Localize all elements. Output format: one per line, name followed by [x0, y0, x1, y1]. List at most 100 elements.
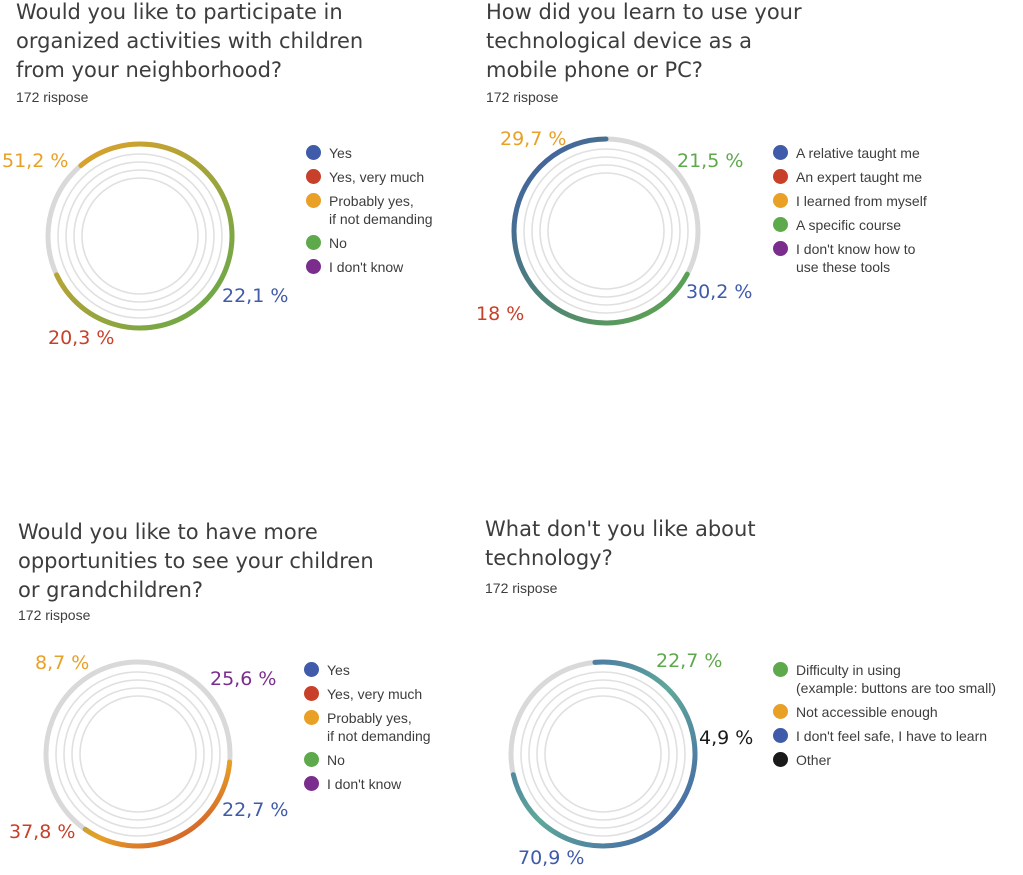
ring-arc	[510, 659, 698, 849]
legend-item: Probably yes, if not demanding	[304, 709, 431, 745]
legend-label: Yes	[329, 145, 352, 161]
legend-dot	[773, 217, 788, 232]
ring-track	[547, 172, 665, 290]
legend-label: Other	[796, 752, 832, 768]
ring-track	[523, 148, 689, 314]
value-label: 21,5 %	[677, 150, 744, 172]
donut-ring	[45, 141, 235, 331]
legend-label: I learned from myself	[796, 193, 927, 209]
legend-dot	[773, 241, 788, 256]
ring-track	[81, 177, 199, 295]
legend-item: Yes, very much	[306, 168, 433, 186]
legend-item: Other	[773, 751, 996, 769]
legend-dot	[304, 686, 319, 701]
legend-label: A relative taught me	[796, 145, 920, 161]
legend-label: Yes	[327, 662, 350, 678]
legend-item: A specific course	[773, 216, 927, 234]
ring-arc	[82, 759, 233, 849]
ring-arc	[511, 136, 690, 326]
ring-track	[65, 161, 215, 311]
value-label: 37,8 %	[9, 821, 76, 843]
legend-item: A relative taught me	[773, 144, 927, 162]
ring-track	[536, 687, 670, 821]
ring-track	[531, 156, 681, 306]
ring-track	[63, 679, 213, 829]
question-title: How did you learn to use your technologi…	[486, 0, 802, 82]
value-label: 30,2 %	[686, 281, 753, 303]
legend-label: No	[327, 752, 345, 768]
legend-dot	[773, 169, 788, 184]
chart-panel-1: Would you like to participate in organiz…	[0, 0, 480, 440]
legend-item: I don't feel safe, I have to learn	[773, 727, 996, 745]
legend-dot	[773, 193, 788, 208]
legend-item: I don't know how to use these tools	[773, 240, 927, 276]
chart-legend: Yes Yes, very much Probably yes, if not …	[304, 661, 431, 799]
value-label: 25,6 %	[210, 668, 277, 690]
legend-dot	[304, 752, 319, 767]
legend-label: Difficulty in using (example: buttons ar…	[796, 662, 996, 696]
value-label: 18 %	[476, 303, 525, 325]
question-title: Would you like to participate in organiz…	[16, 0, 364, 82]
legend-dot	[306, 259, 321, 274]
value-label: 20,3 %	[48, 327, 115, 349]
chart-legend: Difficulty in using (example: buttons ar…	[773, 661, 996, 775]
legend-item: No	[306, 234, 433, 252]
legend-item: Yes	[304, 661, 431, 679]
chart-legend: A relative taught me An expert taught me…	[773, 144, 927, 282]
donut-ring	[508, 659, 698, 849]
legend-dot	[306, 169, 321, 184]
legend-label: No	[329, 235, 347, 251]
legend-item: I don't know	[306, 258, 433, 276]
legend-item: An expert taught me	[773, 168, 927, 186]
value-label: 51,2 %	[2, 150, 69, 172]
legend-dot	[306, 145, 321, 160]
question-title: Would you like to have more opportunitie…	[18, 520, 374, 602]
legend-dot	[773, 145, 788, 160]
chart-legend: Yes Yes, very much Probably yes, if not …	[306, 144, 433, 282]
legend-label: An expert taught me	[796, 169, 923, 185]
value-label: 8,7 %	[35, 652, 90, 674]
response-count: 172 rispose	[486, 89, 559, 105]
legend-dot	[773, 728, 788, 743]
legend-label: Not accessible enough	[796, 704, 938, 720]
value-label: 29,7 %	[500, 128, 567, 150]
value-label: 70,9 %	[518, 847, 585, 869]
value-label: 22,7 %	[656, 650, 723, 672]
legend-label: Probably yes, if not demanding	[327, 710, 431, 744]
donut-ring	[511, 136, 701, 326]
legend-dot	[773, 704, 788, 719]
ring-track	[528, 679, 678, 829]
legend-label: I don't feel safe, I have to learn	[796, 728, 988, 744]
legend-item: Yes, very much	[304, 685, 431, 703]
value-label: 22,7 %	[222, 799, 289, 821]
response-count: 172 rispose	[16, 89, 89, 105]
legend-label: I don't know how to use these tools	[796, 241, 916, 275]
ring-track	[539, 164, 673, 298]
legend-item: I learned from myself	[773, 192, 927, 210]
legend-dot	[304, 710, 319, 725]
chart-panel-2: How did you learn to use your technologi…	[476, 0, 1023, 440]
ring-track	[79, 695, 197, 813]
legend-dot	[304, 662, 319, 677]
ring-track	[520, 671, 686, 837]
chart-panel-4: What don't you like about technology? 17…	[480, 440, 1023, 875]
ring-track	[57, 153, 223, 319]
legend-dot	[773, 752, 788, 767]
value-label: 22,1 %	[222, 285, 289, 307]
legend-label: Yes, very much	[327, 686, 423, 702]
legend-label: A specific course	[796, 217, 902, 233]
chart-panel-3: Would you like to have more opportunitie…	[0, 440, 480, 875]
legend-dot	[773, 662, 788, 677]
legend-dot	[304, 776, 319, 791]
legend-dot	[306, 235, 321, 250]
value-label: 4,9 %	[699, 727, 754, 749]
legend-item: No	[304, 751, 431, 769]
legend-item: Difficulty in using (example: buttons ar…	[773, 661, 996, 697]
legend-label: Yes, very much	[329, 169, 425, 185]
response-count: 172 rispose	[485, 580, 558, 596]
donut-ring	[43, 659, 233, 849]
ring-track	[544, 695, 662, 813]
legend-dot	[306, 193, 321, 208]
legend-item: I don't know	[304, 775, 431, 793]
legend-label: I don't know	[329, 259, 404, 275]
